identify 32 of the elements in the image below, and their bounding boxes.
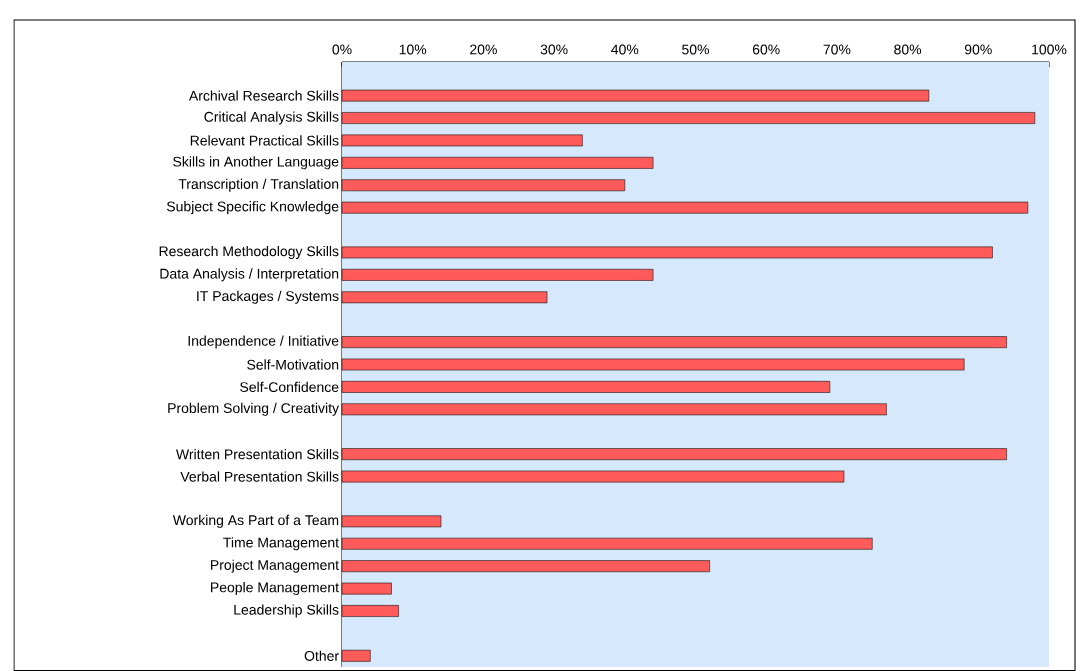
x-tick-label: 20%	[470, 44, 497, 55]
y-tick-label: Subject Specific Knowledge	[166, 201, 339, 215]
y-tick-label: Self-Motivation	[247, 359, 339, 370]
y-tick-label: Data Analysis / Interpretation	[160, 268, 339, 282]
x-tick-label: 70%	[823, 44, 851, 55]
x-tick-label: 10%	[399, 44, 427, 55]
y-tick-label: IT Packages / Systems	[197, 290, 339, 304]
y-tick-label: Critical Analysis Skills	[204, 111, 339, 125]
y-tick-label: Relevant Practical Skills	[190, 135, 339, 146]
x-tick-label: 0%	[332, 44, 352, 55]
y-tick-label: Written Presentation Skills	[176, 448, 339, 460]
y-tick-label: Leadership Skills	[234, 604, 339, 618]
y-tick-label: Other	[304, 650, 339, 661]
y-tick-label: Research Methodology Skills	[159, 245, 339, 259]
y-tick-label: Self-Confidence	[240, 381, 339, 393]
x-tick-label: 100%	[1032, 44, 1067, 55]
y-tick-label: Transcription / Translation	[178, 178, 339, 192]
y-tick-label: Working As Part of a Team	[172, 514, 339, 528]
x-tick-label: 30%	[540, 44, 568, 55]
x-tick-label: 60%	[752, 44, 780, 55]
x-tick-label: 90%	[964, 44, 992, 55]
x-tick-label: 50%	[682, 44, 709, 55]
y-tick-label: Independence / Initiative	[188, 335, 339, 349]
y-tick-label: Verbal Presentation Skills	[180, 471, 339, 482]
x-tick-label: 40%	[611, 44, 639, 55]
y-tick-label: Project Management	[211, 559, 339, 573]
y-tick-label: Skills in Another Language	[173, 156, 339, 170]
y-tick-label: Time Management	[223, 537, 339, 551]
y-tick-label: Archival Research Skills	[188, 90, 339, 101]
y-tick-label: Problem Solving / Creativity	[168, 402, 339, 416]
y-tick-label: People Management	[211, 582, 339, 596]
x-tick-label: 80%	[894, 44, 922, 55]
